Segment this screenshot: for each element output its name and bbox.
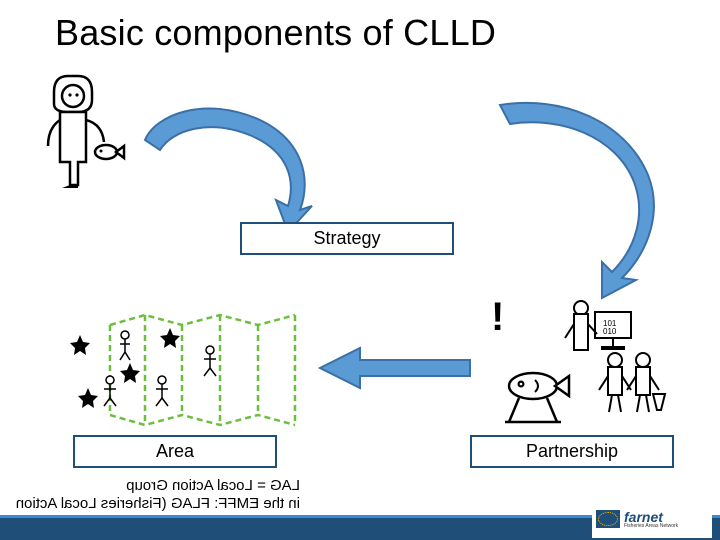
partnership-box: Partnership (470, 435, 674, 468)
brand-name: farnet (624, 510, 678, 524)
strategy-box: Strategy (240, 222, 454, 255)
area-box: Area (73, 435, 277, 468)
mirrored-line1: LAG = Local Action Group (0, 477, 300, 495)
brand-sub: Fisheries Areas Network (624, 524, 678, 529)
partnership-label: Partnership (526, 441, 618, 461)
partnership-illustration: 101 010 ! (485, 290, 665, 430)
mirrored-footnote: LAG = Local Action Group in the EMFF: FL… (0, 477, 300, 513)
mirrored-line2: in the EMFF: FLAG (Fisheries Local Actio… (0, 495, 300, 513)
eu-flag-icon (596, 510, 620, 528)
area-label: Area (156, 441, 194, 461)
farnet-logo: farnet Fisheries Areas Network (592, 500, 712, 538)
strategy-label: Strategy (313, 228, 380, 248)
svg-text:010: 010 (603, 327, 617, 336)
area-map-illustration (70, 310, 300, 428)
svg-text:!: ! (491, 295, 504, 339)
